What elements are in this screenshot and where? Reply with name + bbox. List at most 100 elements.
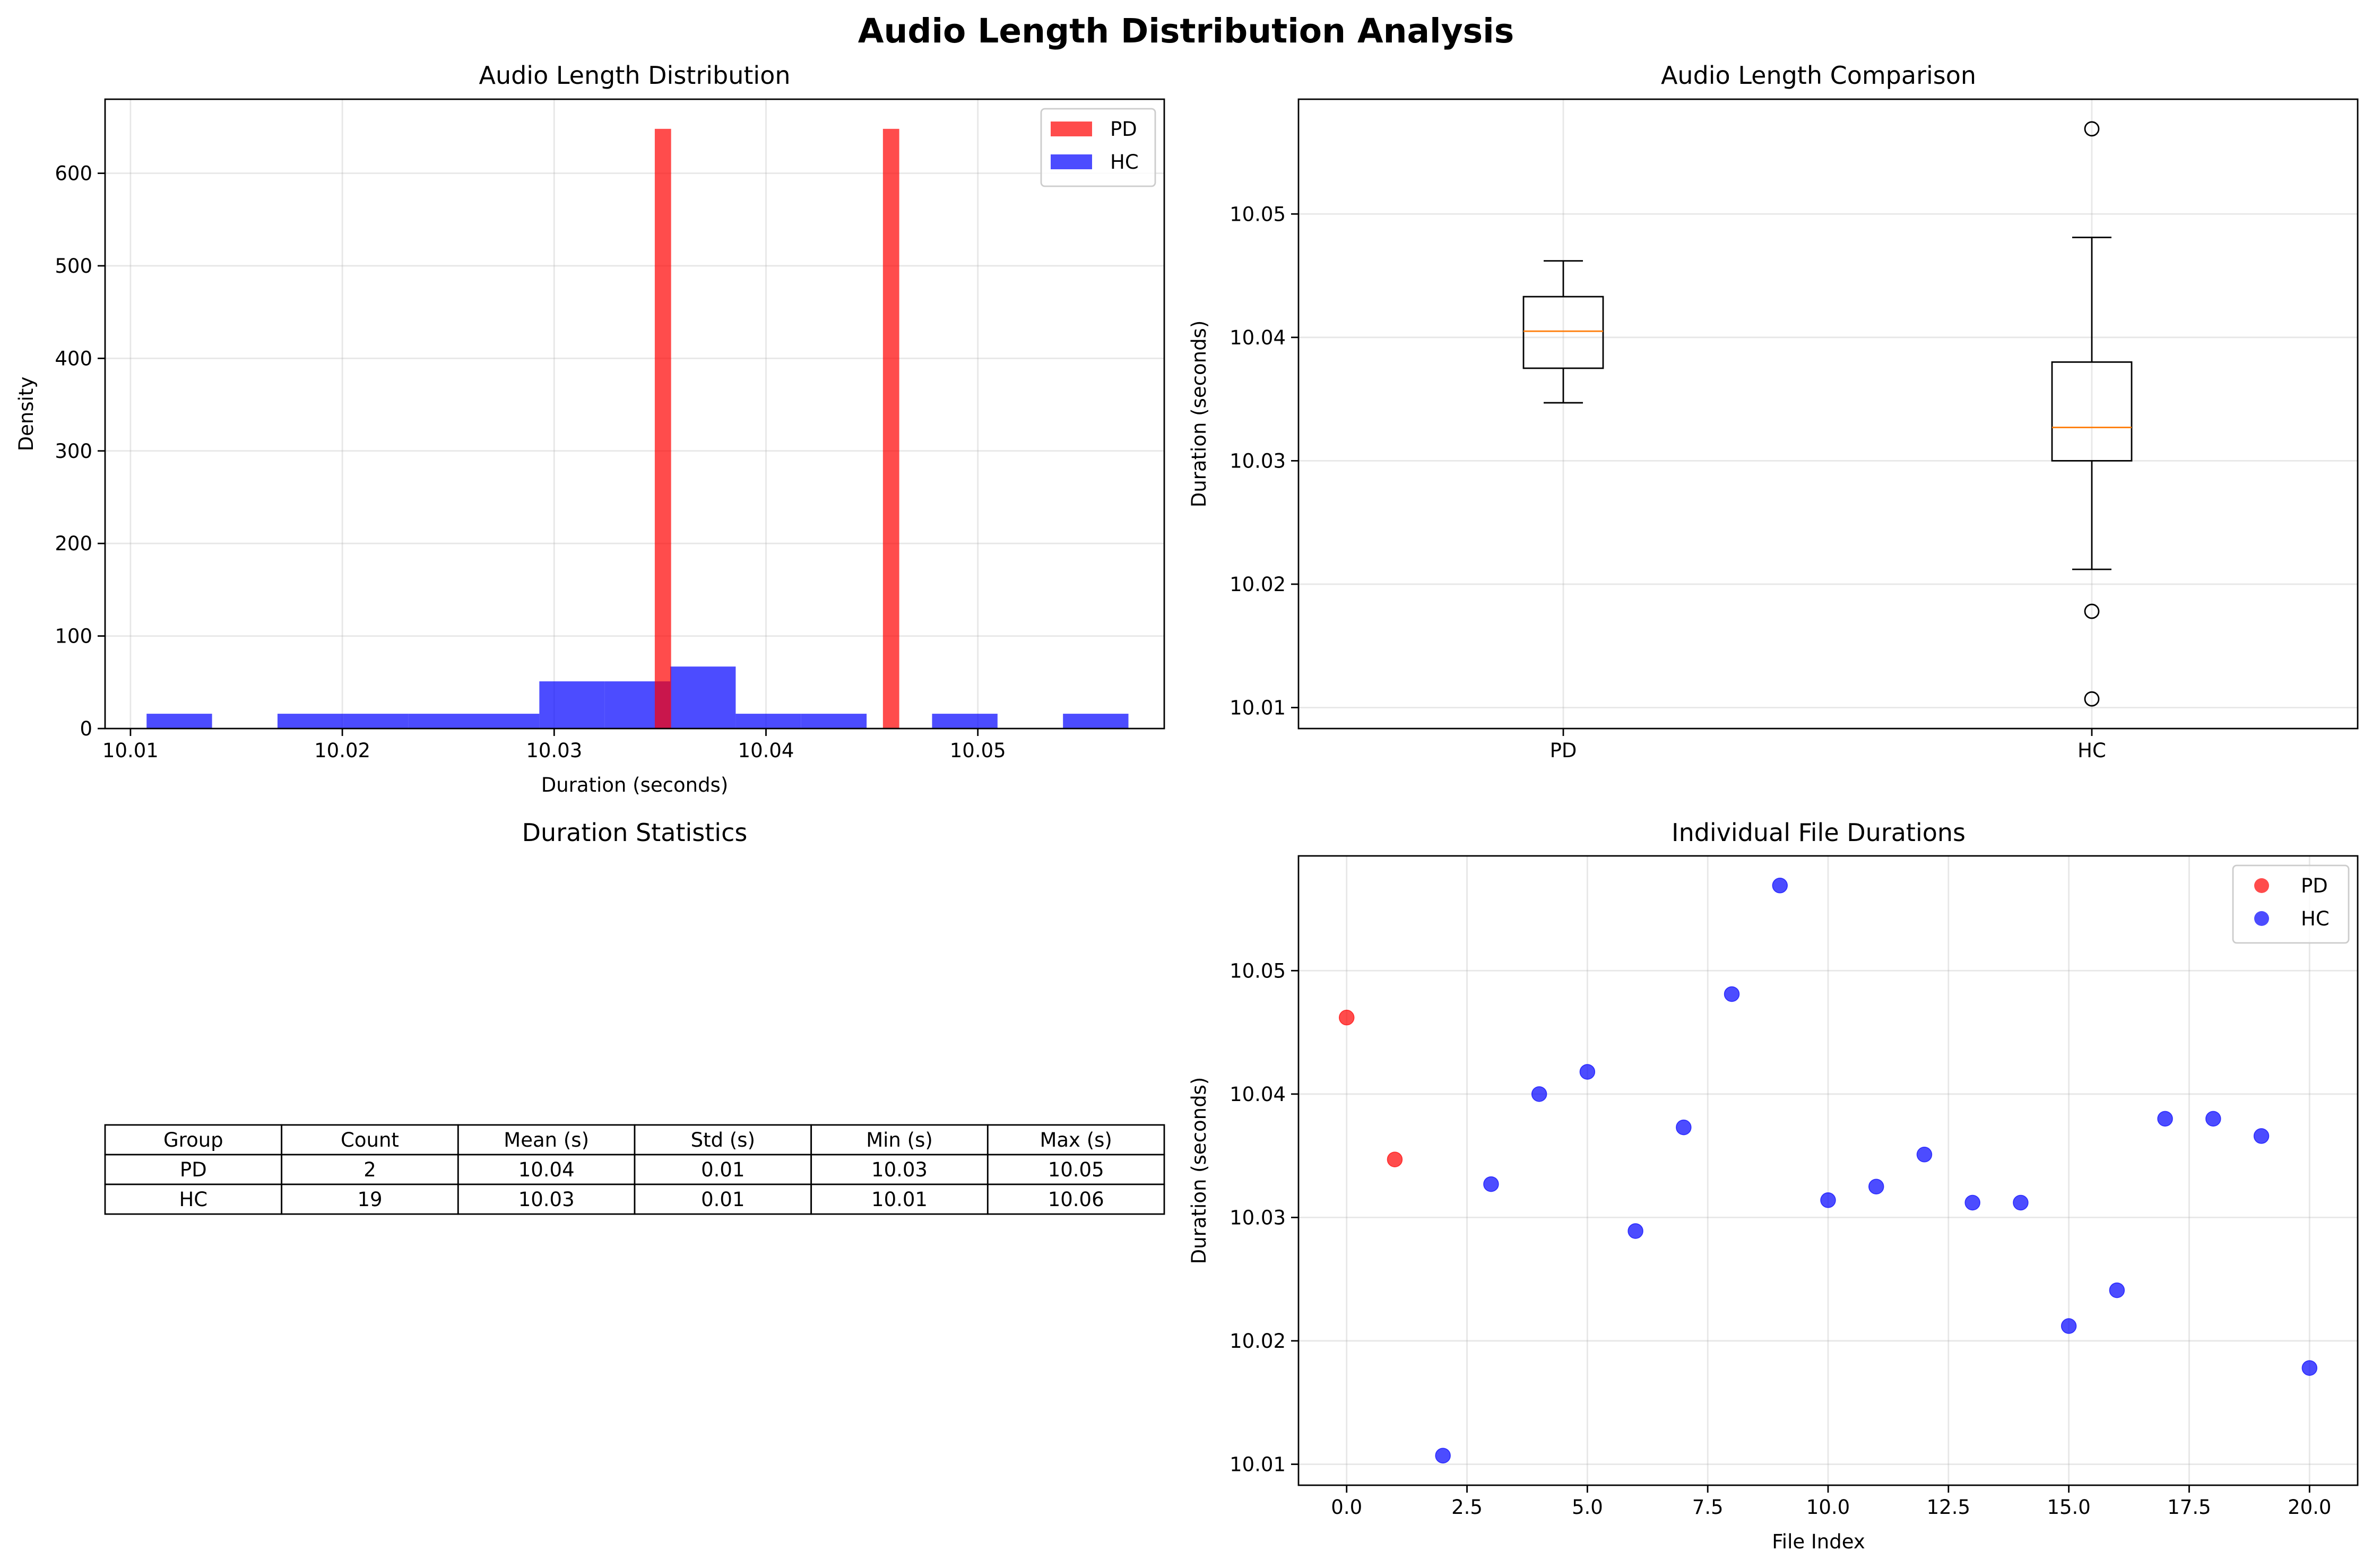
table-row: HC 19 10.03 0.01 10.01 10.06 [104,1183,1165,1215]
scatter-y-tick-label: 10.03 [1230,1206,1286,1229]
legend-swatch-hc [1051,154,1092,169]
boxplot-y-tick-label: 10.01 [1230,696,1286,719]
histogram-y-tick-label: 200 [55,532,92,555]
histogram-bar-hc [408,714,474,729]
boxplot-iqr-box [1522,296,1604,369]
histogram-y-tick-label: 100 [55,625,92,648]
scatter-x-tick-label: 10.0 [1806,1496,1850,1519]
histogram-bar-hc [474,714,540,729]
scatter-x-tick-label: 2.5 [1451,1496,1483,1519]
table-cell: 10.06 [1048,1188,1104,1211]
boxplot-y-tick-label: 10.04 [1230,326,1286,349]
table-cell: 10.03 [518,1188,575,1211]
table-cell: 10.05 [1048,1158,1104,1181]
scatter-y-label: Duration (seconds) [1188,1077,1210,1264]
boxplot-y-tick-label: 10.03 [1230,449,1286,472]
table-cell: 10.01 [871,1188,928,1211]
scatter-point-hc [1964,1194,1980,1211]
scatter-x-tick-label: 15.0 [2047,1496,2090,1519]
scatter-point-pd [1387,1151,1403,1167]
boxplot-x-tick-label: HC [2077,739,2106,762]
histogram-x-tick-label: 10.02 [314,739,370,762]
scatter-point-hc [1820,1192,1836,1208]
histogram-bar-hc [670,666,736,729]
histogram-bar-pd [654,128,671,729]
legend-marker-pd [2254,878,2269,893]
scatter-x-label: File Index [1772,1530,1865,1553]
table-header-cell: Std (s) [691,1129,755,1151]
boxplot-y-label: Duration (seconds) [1188,320,1210,508]
table-cell: 2 [363,1158,376,1181]
histogram-x-tick-label: 10.04 [738,739,794,762]
histogram-x-tick-label: 10.01 [102,739,159,762]
histogram-bar-pd [882,128,899,729]
scatter-point-hc [1772,878,1788,894]
scatter-x-tick-label: 7.5 [1692,1496,1724,1519]
boxplot-panel: Audio Length Comparison PD HC 10.01 10.02 1… [1188,61,2359,762]
legend-marker-hc [2254,911,2269,926]
table-cell: HC [179,1188,207,1211]
scatter-point-hc [1579,1064,1596,1080]
scatter-point-hc [1724,986,1740,1002]
histogram-x-tick-label: 10.05 [950,739,1006,762]
table-row: PD 2 10.04 0.01 10.03 10.05 [104,1154,1165,1185]
scatter-point-hc [2013,1194,2029,1211]
histogram-x-tick-label: 10.03 [526,739,582,762]
legend-label-pd: PD [1110,118,1137,141]
histogram-bar-hc [1063,714,1129,729]
scatter-point-hc [2205,1111,2221,1127]
scatter-y-tick-label: 10.01 [1230,1453,1286,1476]
scatter-point-hc [2301,1360,2318,1376]
table-cell: 10.03 [871,1158,928,1181]
boxplot-x-tick-label: PD [1550,739,1577,762]
boxplot-outlier [2084,603,2100,619]
table-header-cell: Group [163,1129,223,1151]
figure-title: Audio Length Distribution Analysis [858,12,1514,50]
legend-label-hc: HC [2301,907,2330,930]
scatter-point-hc [1676,1119,1692,1136]
legend-label-hc: HC [1110,151,1139,174]
scatter-x-tick-label: 12.5 [1927,1496,1970,1519]
histogram-y-tick-label: 300 [55,440,92,463]
histogram-y-tick-label: 500 [55,255,92,278]
table-cell: PD [180,1158,207,1181]
boxplot-y-tick-label: 10.05 [1230,203,1286,226]
histogram-bar-hc [539,681,605,729]
table-title: Duration Statistics [522,818,748,847]
scatter-x-tick-label: 17.5 [2167,1496,2211,1519]
boxplot-outlier [2084,121,2100,137]
histogram-y-tick-label: 400 [55,347,92,370]
scatter-y-tick-label: 10.05 [1230,959,1286,982]
histogram-panel: Audio Length Distribution 10.01 10.02 10.0… [15,61,1165,796]
boxplot-title: Audio Length Comparison [1661,61,1976,90]
histogram-title: Audio Length Distribution [479,61,790,90]
scatter-point-hc [2253,1128,2270,1144]
table-cell: 0.01 [701,1158,745,1181]
scatter-point-hc [1916,1147,1933,1163]
scatter-point-pd [1338,1009,1355,1026]
statistics-table-panel: Duration Statistics Group Count Mean (s) St… [104,818,1165,1215]
scatter-point-hc [2157,1111,2173,1127]
scatter-legend: PD HC [2232,864,2350,944]
table-header-cell: Max (s) [1040,1129,1112,1151]
table-header-row: Group Count Mean (s) Std (s) Min (s) Max (s) [104,1124,1165,1156]
table-header-cell: Min (s) [866,1129,933,1151]
histogram-bar-hc [277,714,343,729]
histogram-bar-hc [343,714,409,729]
legend-label-pd: PD [2301,874,2328,897]
scatter-point-hc [1435,1448,1451,1463]
scatter-point-hc [1483,1176,1499,1192]
scatter-point-hc [1627,1223,1643,1239]
table-header-cell: Count [341,1129,399,1151]
histogram-bar-hc [932,714,998,729]
histogram-y-tick-label: 600 [55,162,92,185]
scatter-point-hc [2061,1318,2077,1334]
histogram-axes-frame [104,98,1165,730]
histogram-legend: PD HC [1040,108,1156,187]
histogram-y-label: Density [15,377,38,452]
scatter-y-tick-label: 10.04 [1230,1083,1286,1106]
histogram-bar-hc [735,714,801,729]
table-header-cell: Mean (s) [504,1129,589,1151]
boxplot-iqr-box [2051,361,2133,462]
